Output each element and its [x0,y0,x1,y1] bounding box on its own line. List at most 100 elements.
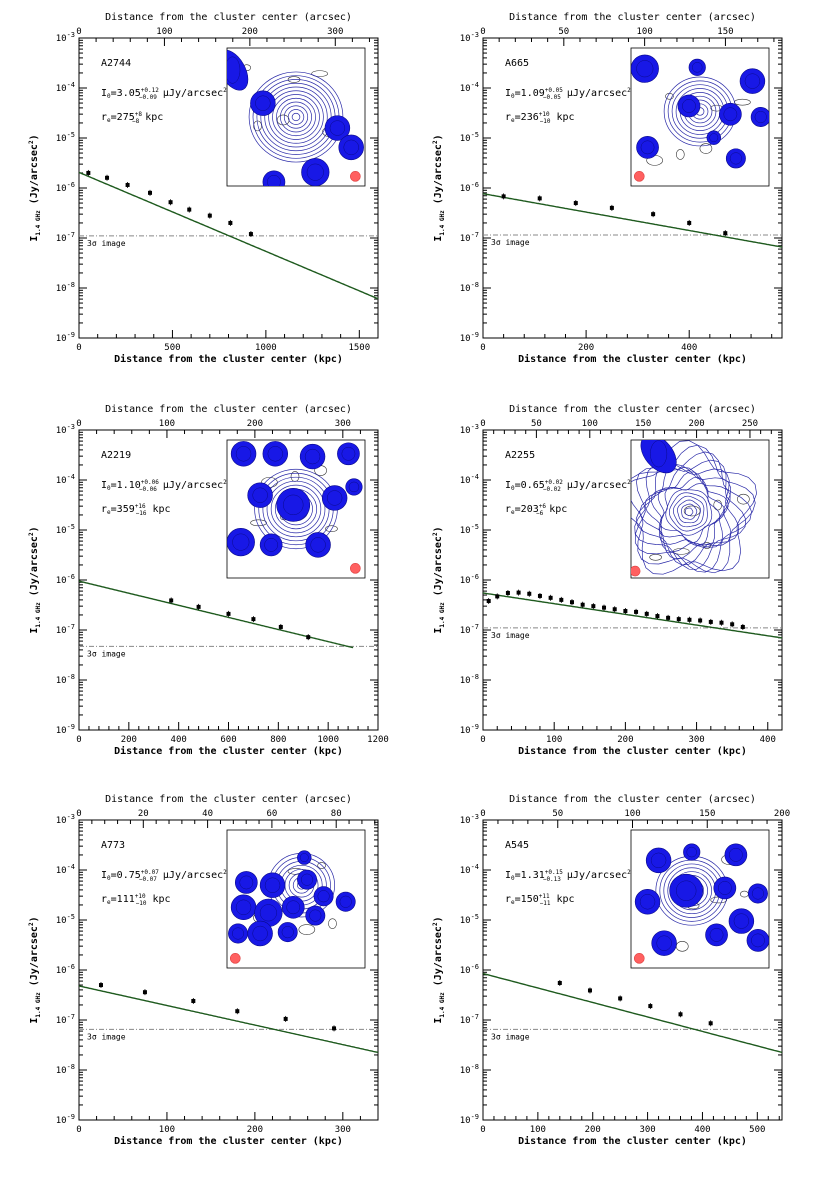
y-tick-exponent: -4 [471,81,479,89]
x-tick-label: 200 [247,1125,263,1135]
compact-source-contour [309,909,322,922]
y-tick-exponent: -4 [67,473,75,481]
halo-contour [270,484,322,534]
halo-contour [665,489,713,536]
y-tick-exponent: -3 [67,813,75,821]
noise-contour [311,70,328,77]
compact-source [247,482,273,508]
y-tick-label: 10-6 [460,573,479,586]
param-re: re=275+8 −8 kpc [101,111,163,125]
y-tick-label: 10-8 [56,673,75,686]
compact-source-contour [235,446,252,462]
x-tick-label: 1000 [317,735,339,745]
param-I0-unit-sup: 2 [223,87,227,94]
y-tick-base: 10 [56,426,67,436]
y-tick-exponent: -5 [67,523,75,531]
data-point [609,205,614,210]
param-re-sub: e [511,509,515,516]
inset-content [633,843,769,964]
y-label-unit: (Jy/arcsec [29,536,40,602]
data-point [648,1004,653,1009]
x-tick-label: 800 [270,735,286,745]
x-tick-label: 1500 [348,343,370,353]
compact-source [634,889,661,915]
data-point [169,598,174,603]
top-tick-label: 150 [717,27,733,37]
compact-source-contour [310,537,326,553]
param-I0-up: +0.15 [545,869,563,876]
noise-contour [699,143,713,154]
y-tick-base: 10 [460,284,471,294]
param-I0-up: +0.05 [545,87,563,94]
top-tick-label: 20 [138,809,149,819]
halo-contour [668,492,708,532]
param-re-value: =111 [111,894,135,905]
compact-source-contour [640,140,655,155]
compact-source [645,847,672,874]
data-point [196,604,201,609]
data-point [516,590,521,595]
data-point [537,196,542,201]
y-tick-label: 10-9 [460,1113,479,1126]
y-label-close: ) [29,916,40,922]
param-re: re=359+16 −16 kpc [101,503,171,517]
x-tick-label: 0 [76,343,81,353]
x-tick-label: 500 [749,1125,765,1135]
y-tick-base: 10 [56,234,67,244]
y-tick-base: 10 [56,576,67,586]
top-tick-label: 200 [688,419,704,429]
param-re-up: +16 [135,503,146,510]
compact-source-contour [300,873,314,886]
cluster-name: A665 [505,58,529,69]
param-I0-sym: I [101,88,107,99]
y-label-close: ) [29,526,40,532]
param-I0: I0=0.65+0.02 −0.02 μJy/arcsec2 [505,479,631,493]
compact-source [297,869,318,890]
x-tick-label: 1000 [255,343,277,353]
param-I0-lo: −0.02 [543,486,561,493]
noise-contour [298,924,316,935]
y-label-unit: (Jy/arcsec [433,536,444,602]
x-axis-label: Distance from the cluster center (kpc) [518,1135,747,1147]
halo-contour [644,467,731,553]
param-re-up: +8 [135,111,143,118]
compact-source-contour [650,852,667,869]
compact-source-contour [676,880,697,901]
y-tick-label: 10-6 [460,181,479,194]
compact-source-contour [283,494,304,516]
halo-contour [681,503,698,520]
param-re-lo: −10 [540,118,551,125]
top-axis-label: Distance from the cluster center (arcsec… [105,404,352,415]
y-label-sup: 2 [28,922,35,926]
compact-source [321,485,348,511]
compact-source [247,920,273,947]
y-tick-label: 10-5 [460,523,479,536]
data-point [559,597,564,602]
inset-content [227,49,364,186]
x-tick-label: 400 [694,1125,710,1135]
y-tick-exponent: -6 [471,573,479,581]
y-tick-base: 10 [56,1016,67,1026]
x-tick-label: 200 [585,1125,601,1135]
y-tick-label: 10-9 [56,723,75,736]
data-point [248,232,253,237]
compact-source [227,49,249,91]
y-tick-label: 10-9 [56,331,75,344]
param-re-sub: e [107,117,111,124]
compact-source [301,158,330,186]
y-tick-base: 10 [460,1066,471,1076]
y-label-unit: (Jy/arcsec [433,144,444,210]
top-tick-label: 300 [327,27,343,37]
compact-source [631,54,659,83]
compact-source-contour [636,60,654,78]
data-point [501,194,506,199]
y-label-I: I [433,236,444,242]
param-I0-unit-sup: 2 [223,479,227,486]
cluster-name: A773 [101,840,125,851]
halo-contour [280,101,312,133]
x-tick-label: 400 [681,343,697,353]
y-tick-exponent: -4 [67,863,75,871]
x-axis-label: Distance from the cluster center (kpc) [114,353,343,365]
y-label-sub: 1.4 GHz [439,210,446,236]
compact-source-contour [717,881,732,895]
